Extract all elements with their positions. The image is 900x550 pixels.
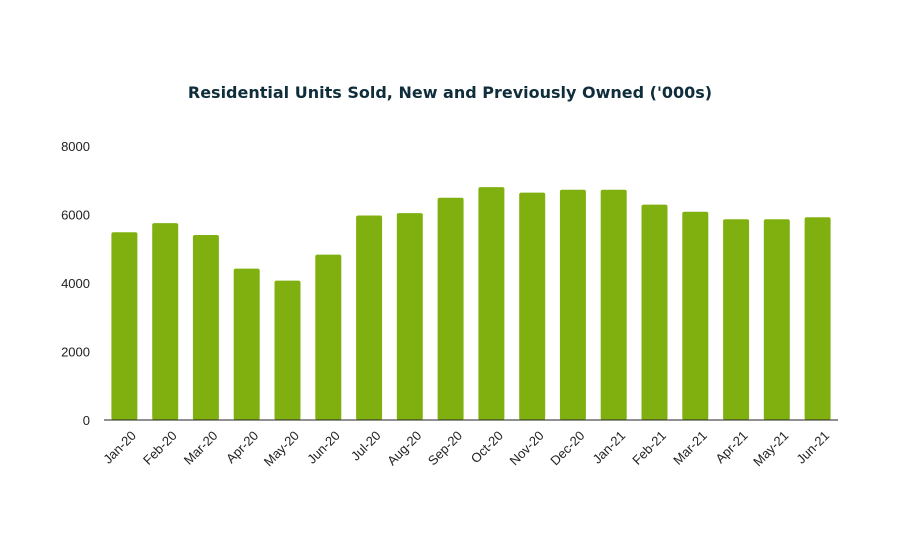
- bar: [111, 232, 138, 420]
- bar: [804, 217, 831, 420]
- bar: [600, 189, 627, 420]
- bar: [723, 219, 750, 420]
- bar: [152, 223, 179, 420]
- bar: [478, 187, 505, 420]
- bar: [682, 211, 709, 420]
- x-axis-tick-labels: Jan-20 Feb-20 Mar-20 Apr-20 May-20 Jun-20 Jul-…: [100, 428, 832, 469]
- x-tick-label: Aug-20: [384, 428, 424, 468]
- bar: [315, 254, 342, 420]
- x-tick-label: May-20: [261, 428, 302, 469]
- bar: [274, 280, 301, 420]
- bar: [396, 213, 423, 420]
- x-tick-label: Apr-21: [712, 428, 750, 466]
- x-tick-label: Jul-20: [348, 428, 384, 464]
- x-tick-label: Jan-20: [100, 428, 139, 467]
- x-tick-label: Dec-20: [547, 428, 587, 468]
- x-tick-label: Oct-20: [468, 428, 506, 466]
- bar: [233, 268, 260, 420]
- chart-title: Residential Units Sold, New and Previous…: [188, 83, 712, 102]
- bar: [192, 235, 219, 420]
- y-tick-label: 6000: [61, 208, 90, 223]
- x-tick-label: Mar-21: [670, 428, 710, 468]
- bar: [763, 219, 790, 420]
- x-tick-label: Jun-20: [304, 428, 343, 467]
- x-tick-label: Mar-20: [181, 428, 221, 468]
- bar: [559, 189, 586, 420]
- y-tick-label: 4000: [61, 276, 90, 291]
- x-tick-label: Jan-21: [590, 428, 629, 467]
- y-tick-label: 8000: [61, 139, 90, 154]
- y-tick-label: 2000: [61, 345, 90, 360]
- x-tick-label: Jun-21: [793, 428, 832, 467]
- x-tick-label: Feb-20: [140, 428, 180, 468]
- x-tick-label: Apr-20: [223, 428, 261, 466]
- x-tick-label: Feb-21: [629, 428, 669, 468]
- bar: [519, 192, 546, 420]
- x-tick-label: May-21: [750, 428, 791, 469]
- x-tick-label: Nov-20: [506, 428, 546, 468]
- bar: [437, 197, 464, 420]
- y-axis-tick-labels: 0 2000 4000 6000 8000: [61, 139, 90, 428]
- bar: [641, 204, 668, 420]
- bars: [111, 187, 831, 420]
- bar: [356, 215, 383, 420]
- x-tick-label: Sep-20: [425, 428, 465, 468]
- y-tick-label: 0: [83, 413, 90, 428]
